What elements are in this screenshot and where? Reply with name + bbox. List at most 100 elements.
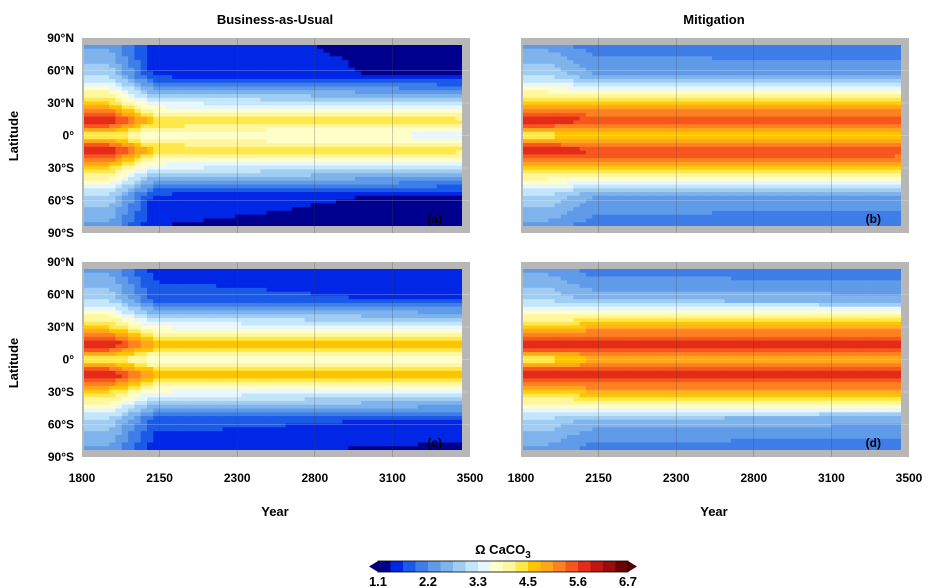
omega-cell xyxy=(548,71,556,76)
omega-cell xyxy=(184,94,192,99)
omega-cell xyxy=(535,188,543,193)
omega-cell xyxy=(661,105,669,110)
omega-cell xyxy=(172,210,180,216)
omega-cell xyxy=(567,180,574,186)
omega-cell xyxy=(367,146,375,152)
omega-cell xyxy=(680,127,688,133)
omega-cell xyxy=(411,161,419,167)
omega-cell xyxy=(405,192,413,197)
omega-cell xyxy=(554,195,562,201)
omega-cell xyxy=(178,67,186,72)
omega-cell xyxy=(128,135,135,140)
omega-cell xyxy=(455,218,462,223)
omega-cell xyxy=(730,75,738,80)
omega-cell xyxy=(247,124,255,129)
omega-cell xyxy=(793,82,801,88)
omega-cell xyxy=(775,127,782,133)
omega-cell xyxy=(121,218,129,223)
omega-cell xyxy=(336,195,343,201)
omega-cell xyxy=(361,203,369,208)
omega-cell xyxy=(529,48,537,54)
omega-cell xyxy=(279,109,287,114)
omega-cell xyxy=(172,184,180,189)
omega-cell xyxy=(361,146,369,152)
omega-cell xyxy=(147,188,154,193)
omega-cell xyxy=(90,75,98,80)
omega-cell xyxy=(617,169,625,174)
omega-cell xyxy=(560,71,568,76)
omega-cell xyxy=(140,67,148,72)
omega-cell xyxy=(342,82,350,88)
omega-cell xyxy=(424,214,432,220)
omega-cell xyxy=(279,75,287,80)
omega-cell xyxy=(781,146,789,152)
omega-cell xyxy=(140,169,148,174)
omega-cell xyxy=(724,192,732,197)
omega-cell xyxy=(737,154,745,159)
omega-cell xyxy=(535,90,543,95)
omega-cell xyxy=(730,214,738,220)
omega-cell xyxy=(317,188,324,193)
omega-cell xyxy=(298,127,306,133)
omega-cell xyxy=(693,97,700,103)
omega-cell xyxy=(535,158,543,163)
omega-cell xyxy=(405,158,413,163)
omega-cell xyxy=(586,52,593,57)
omega-cell xyxy=(411,112,419,118)
omega-cell xyxy=(247,45,255,50)
omega-cell xyxy=(159,188,167,193)
omega-cell xyxy=(623,169,631,174)
omega-cell xyxy=(348,75,356,80)
omega-cell xyxy=(699,180,707,186)
omega-cell xyxy=(298,116,306,122)
omega-cell xyxy=(443,56,450,61)
omega-cell xyxy=(241,45,249,50)
omega-cell xyxy=(411,116,419,122)
omega-cell xyxy=(598,86,606,91)
omega-cell xyxy=(241,210,249,216)
omega-cell xyxy=(386,71,394,76)
omega-cell xyxy=(579,143,587,148)
omega-cell xyxy=(354,184,362,189)
omega-cell xyxy=(361,86,369,91)
omega-cell xyxy=(266,176,274,182)
omega-cell xyxy=(291,101,299,106)
omega-cell xyxy=(373,218,381,223)
omega-cell xyxy=(109,161,117,167)
omega-field xyxy=(84,45,462,226)
omega-cell xyxy=(667,154,675,159)
omega-cell xyxy=(304,52,312,57)
omega-cell xyxy=(298,56,306,61)
omega-cell xyxy=(228,150,236,155)
omega-cell xyxy=(455,150,462,155)
omega-cell xyxy=(90,203,98,208)
omega-cell xyxy=(573,71,581,76)
omega-cell xyxy=(291,210,299,216)
omega-cell xyxy=(642,67,650,72)
omega-cell xyxy=(674,169,682,174)
omega-cell xyxy=(567,48,574,54)
omega-cell xyxy=(649,146,656,152)
omega-cell xyxy=(686,116,694,122)
omega-cell xyxy=(228,199,236,204)
omega-cell xyxy=(443,52,450,57)
omega-cell xyxy=(686,169,694,174)
omega-cell xyxy=(329,146,337,152)
omega-cell xyxy=(674,82,682,88)
omega-cell xyxy=(705,161,713,167)
omega-cell xyxy=(787,161,795,167)
omega-cell xyxy=(567,75,574,80)
omega-cell xyxy=(165,90,173,95)
omega-cell xyxy=(247,60,255,65)
omega-cell xyxy=(115,139,123,144)
omega-cell xyxy=(541,48,549,54)
omega-cell xyxy=(617,165,625,171)
omega-cell xyxy=(354,78,362,84)
omega-cell xyxy=(317,48,324,54)
omega-cell xyxy=(686,210,694,216)
omega-cell xyxy=(680,67,688,72)
omega-cell xyxy=(541,139,549,144)
omega-cell xyxy=(449,199,457,204)
omega-cell xyxy=(724,109,732,114)
omega-cell xyxy=(623,94,631,99)
